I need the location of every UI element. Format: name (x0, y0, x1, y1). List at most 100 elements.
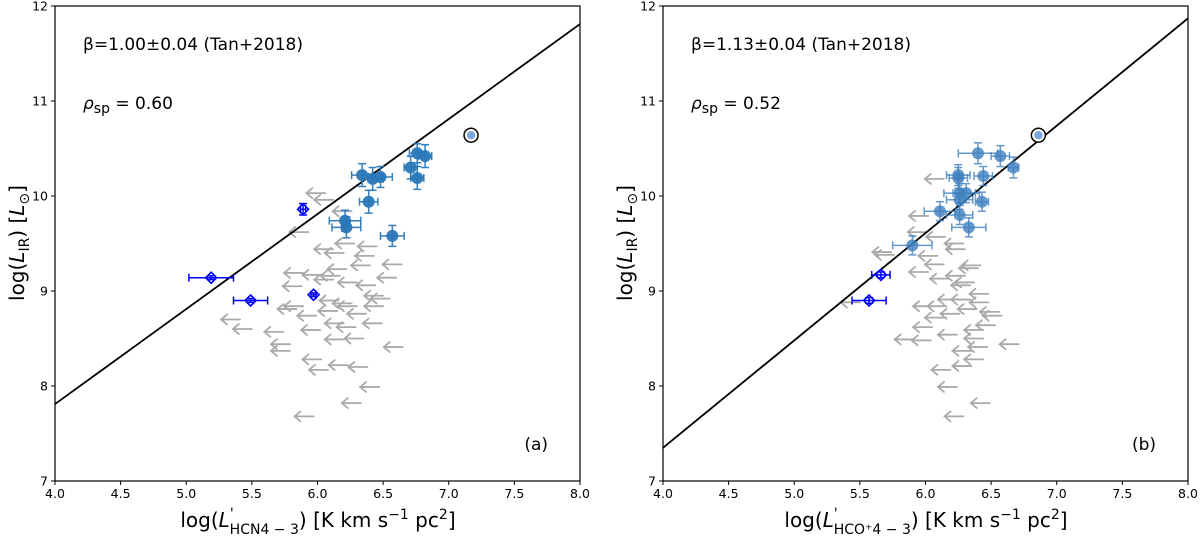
upper-limit-arrow (336, 276, 358, 289)
upper-limit-arrow (307, 363, 329, 376)
upper-limit-arrow (930, 363, 952, 376)
upper-limit-arrow (936, 381, 958, 393)
arrow-head (873, 248, 882, 261)
detection-point (923, 200, 957, 222)
arrow-head (907, 210, 917, 222)
arrow-head (943, 410, 952, 423)
upper-limit-arrow (281, 280, 303, 293)
rho-value: = 0.60 (110, 94, 173, 114)
circled-point (1030, 127, 1047, 143)
detection-marker (953, 193, 966, 206)
panel-label: (b) (1132, 435, 1156, 455)
x-tick-label: 4.0 (653, 486, 673, 501)
arrow-head (318, 294, 327, 307)
x-tick-label: 6.5 (373, 486, 393, 501)
upper-limit-arrow (893, 333, 915, 346)
error-bar (299, 202, 308, 216)
upper-limit-arrow (907, 210, 930, 222)
diamond-marker (296, 202, 310, 216)
upper-limit-arrow (968, 296, 990, 309)
upper-limit-arrow (362, 300, 385, 313)
yl-unit-sub: ⊙ (625, 193, 641, 205)
arrow-head (336, 300, 345, 313)
arrow-head (969, 397, 978, 410)
upper-limit-arrow (282, 300, 304, 313)
arrow-head (936, 328, 945, 341)
arrow-head (974, 319, 983, 332)
detection-point (417, 143, 433, 169)
rho-annotation: ρsp = 0.52 (691, 94, 781, 117)
upper-limit-arrow (331, 205, 353, 218)
x-tick-label: 4.5 (111, 486, 131, 501)
arrow-head (312, 243, 322, 256)
detection-point (1007, 156, 1020, 179)
yl-pre: log( (5, 263, 29, 301)
y-tick-label: 12 (32, 0, 48, 14)
y-tick-label: 8 (648, 379, 656, 394)
detection-point (379, 224, 405, 248)
xl-L: L (219, 508, 230, 532)
y-tick-label: 7 (40, 474, 48, 489)
xl-sup2: 2 (439, 507, 448, 523)
upper-limit-arrow (966, 341, 989, 353)
x-tick-label: 5.5 (850, 486, 870, 501)
upper-limit-arrow (323, 333, 345, 346)
upper-limit-arrow (962, 353, 985, 366)
diamond-point (232, 293, 269, 308)
upper-limit-arrow (333, 237, 356, 250)
beta-annotation: β=1.13±0.04 (Tan+2018) (691, 35, 911, 55)
arrow-head (323, 317, 332, 330)
yl-L: L (613, 252, 637, 263)
arrow-head (936, 293, 945, 306)
arrow-head (375, 271, 385, 284)
detection-marker (374, 171, 387, 183)
yl-end: ] (5, 185, 29, 193)
detection-point (358, 189, 379, 214)
y-tick-label: 12 (640, 0, 656, 14)
arrow-head (282, 300, 291, 313)
arrow-head (930, 363, 939, 376)
upper-limit-arrow (336, 300, 358, 313)
arrow-head (981, 309, 990, 322)
arrow-head (301, 268, 310, 281)
upper-limit-arrow (269, 344, 291, 357)
detection-point (409, 165, 425, 191)
x-tick-label: 8.0 (570, 486, 590, 501)
plot-area (55, 23, 580, 423)
upper-limit-arrow (951, 360, 973, 372)
arrow-head (346, 361, 356, 373)
y-tick-label: 11 (32, 94, 48, 109)
beta-annotation: β=1.00±0.04 (Tan+2018) (83, 35, 303, 55)
upper-limit-arrow (231, 323, 253, 335)
arrow-head (923, 172, 932, 185)
yl-end: ] (613, 185, 637, 193)
arrow-head (907, 266, 917, 278)
xl-mid: ) [K km s (299, 508, 388, 532)
arrow-head (327, 359, 336, 372)
upper-limit-arrow (951, 344, 973, 357)
arrow-head (307, 363, 316, 376)
arrow-head (336, 276, 345, 289)
upper-limit-arrow (282, 267, 304, 279)
x-axis-label: log(L' HCN4 − 3) [K km s−1 pc2] (180, 506, 455, 537)
xl-pre: log( (180, 508, 218, 532)
arrow-head (295, 309, 305, 322)
upper-limit-arrow (956, 303, 978, 315)
arrow-head (312, 193, 322, 206)
diamond-point (851, 293, 887, 308)
upper-limit-arrow (957, 262, 979, 275)
upper-limit-arrow (293, 410, 315, 423)
upper-limit-arrow (335, 321, 357, 334)
plot-frame (662, 5, 1189, 482)
upper-limit-arrow (353, 249, 375, 262)
upper-limit-arrow (910, 334, 932, 347)
detection-marker (952, 171, 965, 184)
y-tick-label: 10 (640, 189, 656, 204)
detection-marker (1007, 161, 1020, 174)
arrow-head (276, 303, 285, 315)
circled-marker (1034, 131, 1043, 140)
arrow-head (269, 344, 278, 357)
yl-unit-sub: ⊙ (17, 193, 33, 205)
x-tick-label: 4.5 (719, 486, 739, 501)
arrow-head (924, 230, 934, 243)
